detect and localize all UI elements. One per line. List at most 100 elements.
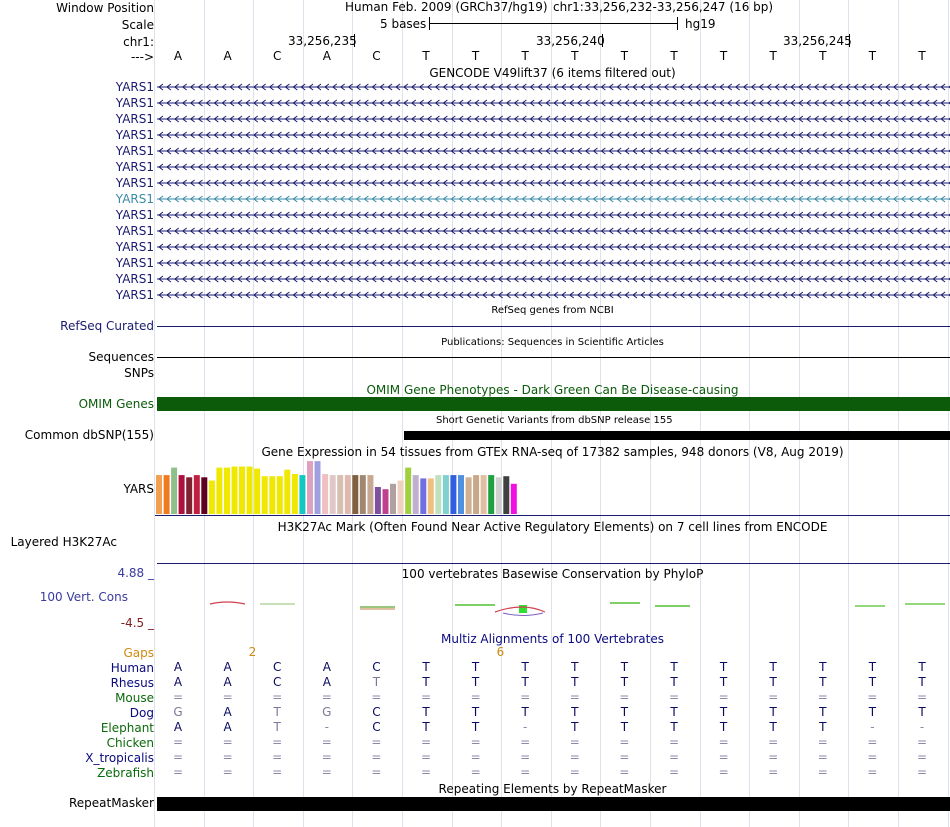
gtex-bar-chart[interactable] [155, 460, 950, 518]
gtex-tissue-bar[interactable] [276, 476, 283, 514]
transcript-line[interactable] [155, 210, 950, 220]
gtex-tissue-bar[interactable] [352, 475, 359, 514]
transcript-line[interactable] [155, 226, 950, 236]
gtex-tissue-bar[interactable] [390, 483, 396, 514]
gtex-tissue-bar[interactable] [186, 477, 193, 514]
gtex-tissue-bar[interactable] [231, 466, 238, 515]
gtex-tissue-bar[interactable] [216, 467, 223, 514]
transcript-line[interactable] [155, 114, 950, 124]
gtex-tissue-bar[interactable] [329, 475, 336, 514]
gtex-tissue-bar[interactable] [163, 475, 170, 514]
gtex-tissue-bar[interactable] [193, 475, 200, 514]
transcript-line[interactable] [155, 258, 950, 268]
gene-label[interactable]: YARS1 [115, 272, 154, 286]
gene-label[interactable]: YARS1 [115, 80, 154, 94]
label-repeatmasker[interactable]: RepeatMasker [68, 796, 154, 810]
gtex-tissue-bar[interactable] [510, 483, 517, 514]
gtex-tissue-bar[interactable] [495, 477, 502, 514]
gene-label[interactable]: YARS1 [115, 176, 154, 190]
gtex-tissue-bar[interactable] [239, 466, 245, 515]
reference-base: T [471, 49, 480, 63]
gtex-tissue-bar[interactable] [299, 475, 306, 514]
reference-base: T [521, 49, 529, 63]
transcript-line[interactable] [155, 242, 950, 252]
gtex-tissue-bar[interactable] [450, 475, 457, 514]
gtex-tissue-bar[interactable] [405, 467, 412, 514]
gtex-tissue-bar[interactable] [291, 474, 298, 514]
gtex-tissue-bar[interactable] [458, 475, 464, 514]
gene-label[interactable]: YARS1 [115, 96, 154, 110]
reference-base: T [620, 49, 629, 63]
gtex-tissue-bar[interactable] [503, 476, 510, 514]
transcript-line[interactable] [155, 178, 950, 188]
label-snps[interactable]: SNPs [124, 366, 154, 380]
transcript-line[interactable] [155, 290, 950, 300]
grid-line [650, 0, 651, 827]
gtex-tissue-bar[interactable] [284, 469, 291, 514]
label-100-vert-cons[interactable]: 100 Vert. Cons [39, 590, 128, 604]
gene-label[interactable]: YARS1 [115, 160, 154, 174]
dbsnp-feature-bar[interactable] [404, 431, 950, 440]
ruler-tick-2: 33,256,240 [536, 34, 605, 48]
gene-label[interactable]: YARS1 [115, 192, 154, 206]
gtex-tissue-bar[interactable] [382, 489, 389, 514]
transcript-line[interactable] [155, 274, 950, 284]
gtex-tissue-bar[interactable] [435, 475, 442, 514]
gtex-tissue-bar[interactable] [322, 474, 329, 514]
gtex-tissue-bar[interactable] [261, 476, 268, 514]
gtex-tissue-bar[interactable] [412, 475, 419, 514]
label-refseq-curated[interactable]: RefSeq Curated [60, 319, 154, 333]
label-sequences[interactable]: Sequences [88, 350, 154, 364]
gtex-tissue-bar[interactable] [171, 467, 178, 514]
phylop-ymin: -4.5 _ [120, 616, 154, 630]
label-layered-h3k27ac[interactable]: Layered H3K27Ac [10, 535, 117, 549]
gtex-tissue-bar[interactable] [201, 477, 208, 514]
aligned-base: = [272, 750, 283, 764]
gene-label[interactable]: YARS1 [115, 208, 154, 222]
h3k27ac-title: H3K27Ac Mark (Often Found Near Active Re… [277, 520, 828, 534]
gtex-tissue-bar[interactable] [488, 475, 495, 514]
gtex-tissue-bar[interactable] [465, 477, 472, 514]
gtex-tissue-bar[interactable] [156, 475, 162, 514]
omim-feature-bar[interactable] [157, 397, 950, 411]
transcript-line[interactable] [155, 98, 950, 108]
label-common-dbsnp[interactable]: Common dbSNP(155) [24, 428, 154, 442]
browser-image[interactable] [154, 0, 950, 827]
gtex-tissue-bar[interactable] [337, 475, 344, 514]
gene-label[interactable]: YARS1 [115, 256, 154, 270]
gtex-tissue-bar[interactable] [359, 475, 366, 514]
gtex-tissue-bar[interactable] [473, 475, 480, 514]
transcript-line[interactable] [155, 130, 950, 140]
label-omim-genes[interactable]: OMIM Genes [78, 397, 154, 411]
gtex-tissue-bar[interactable] [314, 461, 321, 514]
gtex-tissue-bar[interactable] [307, 461, 313, 514]
gtex-tissue-bar[interactable] [442, 475, 449, 514]
aligned-base: = [916, 690, 928, 704]
phylop-signal[interactable] [155, 598, 950, 620]
gtex-tissue-bar[interactable] [344, 475, 351, 514]
gene-label[interactable]: YARS1 [115, 288, 154, 302]
gene-label[interactable]: YARS1 [115, 112, 154, 126]
repeatmasker-feature-bar[interactable] [157, 797, 950, 811]
label-gtex-gene[interactable]: YARS [123, 482, 154, 496]
gtex-tissue-bar[interactable] [269, 476, 276, 514]
gtex-tissue-bar[interactable] [427, 478, 434, 514]
gtex-tissue-bar[interactable] [254, 468, 261, 514]
gtex-tissue-bar[interactable] [178, 475, 185, 514]
gtex-tissue-bar[interactable] [224, 467, 230, 514]
transcript-line[interactable] [155, 82, 950, 92]
gene-label[interactable]: YARS1 [115, 224, 154, 238]
gtex-tissue-bar[interactable] [246, 466, 253, 515]
transcript-line[interactable] [155, 194, 950, 204]
transcript-line[interactable] [155, 146, 950, 156]
gtex-tissue-bar[interactable] [420, 478, 427, 514]
gene-label[interactable]: YARS1 [115, 144, 154, 158]
gtex-tissue-bar[interactable] [208, 480, 215, 515]
gtex-tissue-bar[interactable] [367, 475, 374, 514]
gtex-tissue-bar[interactable] [374, 487, 381, 514]
gene-label[interactable]: YARS1 [115, 240, 154, 254]
gtex-tissue-bar[interactable] [397, 480, 404, 515]
gtex-tissue-bar[interactable] [480, 475, 487, 514]
transcript-line[interactable] [155, 162, 950, 172]
gene-label[interactable]: YARS1 [115, 128, 154, 142]
